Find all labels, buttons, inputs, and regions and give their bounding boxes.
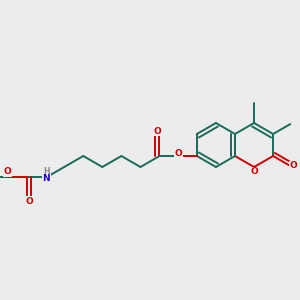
- Text: O: O: [26, 197, 33, 206]
- Text: O: O: [4, 167, 11, 176]
- Text: O: O: [290, 161, 297, 170]
- Text: O: O: [154, 127, 161, 136]
- Text: O: O: [250, 167, 258, 176]
- Text: O: O: [174, 148, 182, 158]
- Text: N: N: [42, 174, 50, 183]
- Text: H: H: [43, 167, 49, 176]
